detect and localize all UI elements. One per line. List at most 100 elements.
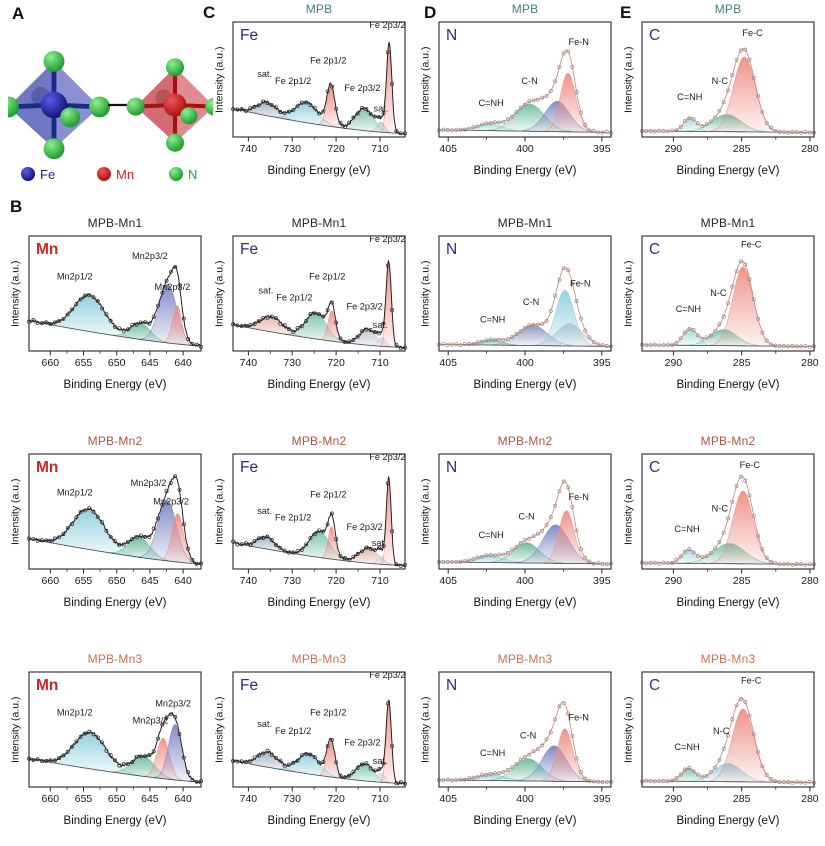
plot-area: 660 655 650 645 640 Mn Mn2p1/2 Mn2p3/2 Mn2p3/2 xyxy=(27,235,203,369)
center-metal-atom xyxy=(40,91,68,119)
nitrogen-atom xyxy=(165,58,185,77)
svg-text:C-N: C-N xyxy=(518,512,534,522)
svg-text:sat.: sat. xyxy=(373,320,388,330)
plot-title: MPB-Mn3 xyxy=(497,652,553,666)
plot-border xyxy=(28,453,202,570)
data-markers xyxy=(231,701,407,786)
y-axis-label: Intensity (a.u.) xyxy=(213,696,226,764)
xps-plot-B1: MPB-Mn1 Intensity (a.u.) 660 655 650 645 640 Mn… xyxy=(8,216,208,402)
svg-text:730: 730 xyxy=(283,793,301,805)
x-axis-ticks: 290 285 280 xyxy=(665,137,818,155)
background-line xyxy=(28,538,201,565)
y-axis-label: Intensity (a.u.) xyxy=(622,696,635,764)
data-markers xyxy=(27,474,203,566)
svg-text:730: 730 xyxy=(283,575,301,587)
nitrogen-atom xyxy=(43,138,65,160)
svg-text:Fe-C: Fe-C xyxy=(742,28,763,38)
xps-plot-E2: MPB-Mn2 Intensity (a.u.) 290 285 280 C C=NH N-C… xyxy=(621,434,821,620)
svg-text:395: 395 xyxy=(593,575,611,587)
svg-text:650: 650 xyxy=(108,575,126,587)
peak-labels: C=NH C-N Fe-N xyxy=(480,279,590,325)
svg-text:645: 645 xyxy=(141,357,159,369)
svg-text:C=NH: C=NH xyxy=(676,304,701,314)
legend-dot-fe xyxy=(21,167,35,181)
svg-text:720: 720 xyxy=(327,575,345,587)
svg-text:Mn2p3/2: Mn2p3/2 xyxy=(131,478,167,488)
xps-plot-D0: MPB Intensity (a.u.) 405 400 395 N C=NH C-N Fe-N… xyxy=(418,2,618,188)
svg-text:720: 720 xyxy=(327,793,345,805)
element-label: N xyxy=(446,459,457,476)
y-axis-label: Intensity (a.u.) xyxy=(9,478,22,546)
svg-text:640: 640 xyxy=(174,575,192,587)
x-axis-ticks: 405 400 395 xyxy=(439,137,611,155)
svg-text:405: 405 xyxy=(439,793,457,805)
element-label: Mn xyxy=(36,241,58,258)
peak-labels: Mn2p1/2 Mn2p3/2 Mn2p3/2 xyxy=(57,699,191,726)
x-axis-ticks: 405 400 395 xyxy=(439,569,611,587)
x-axis-ticks: 290 285 280 xyxy=(665,569,818,587)
legend-label-fe: Fe xyxy=(40,167,55,182)
data-markers xyxy=(27,265,203,349)
front-nitrogen-atom xyxy=(180,107,198,125)
svg-text:405: 405 xyxy=(439,357,457,369)
plot-border xyxy=(641,671,815,788)
x-axis-ticks: 740 730 720 710 xyxy=(240,787,389,805)
data-markers xyxy=(437,265,613,349)
svg-text:sat.: sat. xyxy=(373,104,388,114)
svg-text:Mn2p1/2: Mn2p1/2 xyxy=(57,708,93,718)
plot-border xyxy=(232,453,406,570)
component-peaks xyxy=(460,72,594,133)
x-axis-label: Binding Energy (eV) xyxy=(473,165,577,177)
svg-text:sat.: sat. xyxy=(372,538,387,548)
y-axis-label: Intensity (a.u.) xyxy=(9,260,22,328)
xps-plot-E1: MPB-Mn1 Intensity (a.u.) 290 285 280 C C=NH N-C… xyxy=(621,216,821,402)
plot-border xyxy=(641,453,815,570)
panel-label-b: B xyxy=(10,197,23,216)
svg-text:Fe 2p1/2: Fe 2p1/2 xyxy=(275,513,311,523)
element-label: Fe xyxy=(240,27,258,44)
plot-title: MPB-Mn3 xyxy=(87,652,143,666)
svg-text:285: 285 xyxy=(733,143,751,155)
xps-plot-C1: MPB-Mn1 Intensity (a.u.) 740 730 720 710 Fe sat… xyxy=(212,216,412,402)
svg-text:Mn2p3/2: Mn2p3/2 xyxy=(133,716,169,726)
x-axis-label: Binding Energy (eV) xyxy=(63,815,167,827)
panel-label-d: D xyxy=(424,3,437,22)
legend-label-n: N xyxy=(188,167,197,182)
svg-text:Fe-C: Fe-C xyxy=(740,460,761,470)
svg-text:640: 640 xyxy=(174,793,192,805)
xps-plot-D2: MPB-Mn2 Intensity (a.u.) 405 400 395 N C=NH C-N… xyxy=(418,434,618,620)
svg-text:645: 645 xyxy=(141,793,159,805)
svg-text:Fe 2p3/2: Fe 2p3/2 xyxy=(369,234,405,244)
y-axis-label: Intensity (a.u.) xyxy=(419,478,432,546)
svg-text:Fe 2p1/2: Fe 2p1/2 xyxy=(310,55,346,65)
x-axis-label: Binding Energy (eV) xyxy=(63,379,167,391)
svg-text:sat.: sat. xyxy=(373,756,388,766)
xps-plot-E0: MPB Intensity (a.u.) 290 285 280 C C=NH N-C Fe-C… xyxy=(621,2,821,188)
background-line xyxy=(28,320,201,347)
svg-text:405: 405 xyxy=(439,143,457,155)
x-axis-label: Binding Energy (eV) xyxy=(267,597,371,609)
data-markers xyxy=(231,50,407,136)
svg-text:290: 290 xyxy=(665,143,683,155)
svg-text:N-C: N-C xyxy=(713,726,730,736)
x-axis-label: Binding Energy (eV) xyxy=(267,165,371,177)
svg-text:sat.: sat. xyxy=(257,719,272,729)
svg-text:Fe 2p3/2: Fe 2p3/2 xyxy=(369,452,405,462)
svg-text:Fe 2p1/2: Fe 2p1/2 xyxy=(276,292,312,302)
svg-text:740: 740 xyxy=(240,143,258,155)
svg-text:C-N: C-N xyxy=(520,731,536,741)
svg-text:N-C: N-C xyxy=(710,288,727,298)
peak-labels: C=NH N-C Fe-C xyxy=(677,28,763,102)
svg-text:C=NH: C=NH xyxy=(674,742,699,752)
plot-title: MPB-Mn1 xyxy=(87,216,143,230)
svg-text:280: 280 xyxy=(801,143,818,155)
front-nitrogen-atom xyxy=(60,107,81,128)
svg-text:N-C: N-C xyxy=(712,504,729,514)
svg-text:405: 405 xyxy=(439,575,457,587)
peak-labels: Mn2p1/2 Mn2p3/2 Mn2p3/2 xyxy=(57,478,189,506)
plot-border xyxy=(641,235,815,352)
svg-text:280: 280 xyxy=(801,793,818,805)
xps-plot-D3: MPB-Mn3 Intensity (a.u.) 405 400 395 N C=NH C-N… xyxy=(418,652,618,838)
